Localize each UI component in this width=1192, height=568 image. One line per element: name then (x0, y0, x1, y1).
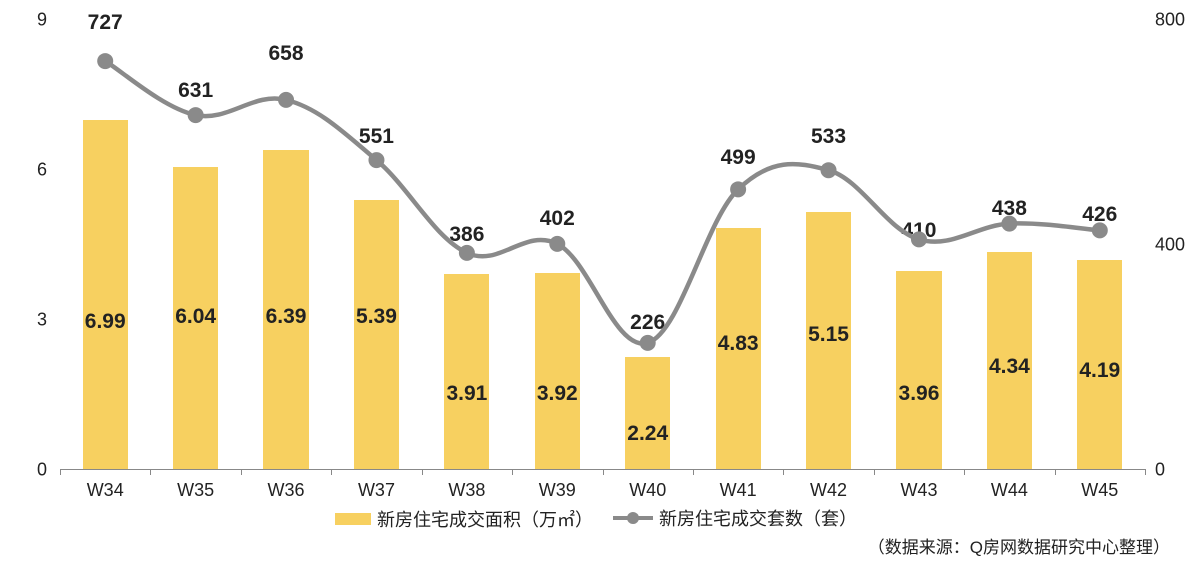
line-marker (640, 335, 656, 351)
line-marker (911, 231, 927, 247)
y-left-tick: 9 (2, 10, 47, 31)
x-tick-mark (783, 469, 784, 475)
x-tick-mark (874, 469, 875, 475)
y-axis-left: 0369 (0, 20, 55, 470)
line-marker (1001, 216, 1017, 232)
y-left-tick: 6 (2, 160, 47, 181)
plot-area: 6.996.046.395.393.913.922.244.835.153.96… (60, 20, 1145, 470)
x-tick-label: W38 (448, 480, 485, 501)
x-tick-mark (150, 469, 151, 475)
x-tick-mark (60, 469, 61, 475)
x-tick-mark (693, 469, 694, 475)
line-marker (1092, 222, 1108, 238)
legend-label: 新房住宅成交面积（万㎡） (377, 506, 593, 532)
line-marker (368, 152, 384, 168)
legend-bar-swatch (335, 513, 371, 525)
x-tick-label: W41 (720, 480, 757, 501)
y-left-tick: 0 (2, 460, 47, 481)
legend: 新房住宅成交面积（万㎡） 新房住宅成交套数（套） (0, 505, 1192, 532)
line-marker (821, 162, 837, 178)
y-right-tick: 400 (1155, 235, 1192, 256)
x-tick-label: W35 (177, 480, 214, 501)
legend-item: 新房住宅成交套数（套） (613, 505, 857, 531)
x-tick-mark (241, 469, 242, 475)
x-tick-label: W44 (991, 480, 1028, 501)
x-tick-mark (1145, 469, 1146, 475)
y-axis-right: 0400800 (1147, 20, 1192, 470)
legend-line-swatch (613, 511, 653, 525)
x-axis: W34 W35 W36 W37 W38 W39 W40 W41 W42 W43 W44 W45 (60, 475, 1145, 500)
line-layer (60, 20, 1145, 469)
source-note: （数据来源：Q房网数据研究中心整理） (868, 533, 1170, 558)
x-tick-label: W36 (268, 480, 305, 501)
x-tick-label: W39 (539, 480, 576, 501)
x-tick-label: W34 (87, 480, 124, 501)
y-left-tick: 3 (2, 310, 47, 331)
x-tick-mark (422, 469, 423, 475)
line-marker (278, 92, 294, 108)
y-right-tick: 0 (1155, 460, 1192, 481)
line-marker (459, 245, 475, 261)
x-tick-mark (331, 469, 332, 475)
line-marker (97, 53, 113, 69)
x-tick-mark (964, 469, 965, 475)
x-tick-label: W42 (810, 480, 847, 501)
x-tick-label: W45 (1081, 480, 1118, 501)
x-tick-mark (1055, 469, 1056, 475)
line-marker (188, 107, 204, 123)
line-path (105, 61, 1100, 344)
y-right-tick: 800 (1155, 10, 1192, 31)
x-tick-mark (512, 469, 513, 475)
line-marker (730, 181, 746, 197)
legend-item: 新房住宅成交面积（万㎡） (335, 506, 593, 532)
x-tick-label: W37 (358, 480, 395, 501)
line-marker (549, 236, 565, 252)
x-tick-label: W43 (900, 480, 937, 501)
combo-chart: 0369 0400800 6.996.046.395.393.913.922.2… (0, 0, 1192, 568)
legend-label: 新房住宅成交套数（套） (659, 505, 857, 531)
x-tick-label: W40 (629, 480, 666, 501)
x-tick-mark (603, 469, 604, 475)
